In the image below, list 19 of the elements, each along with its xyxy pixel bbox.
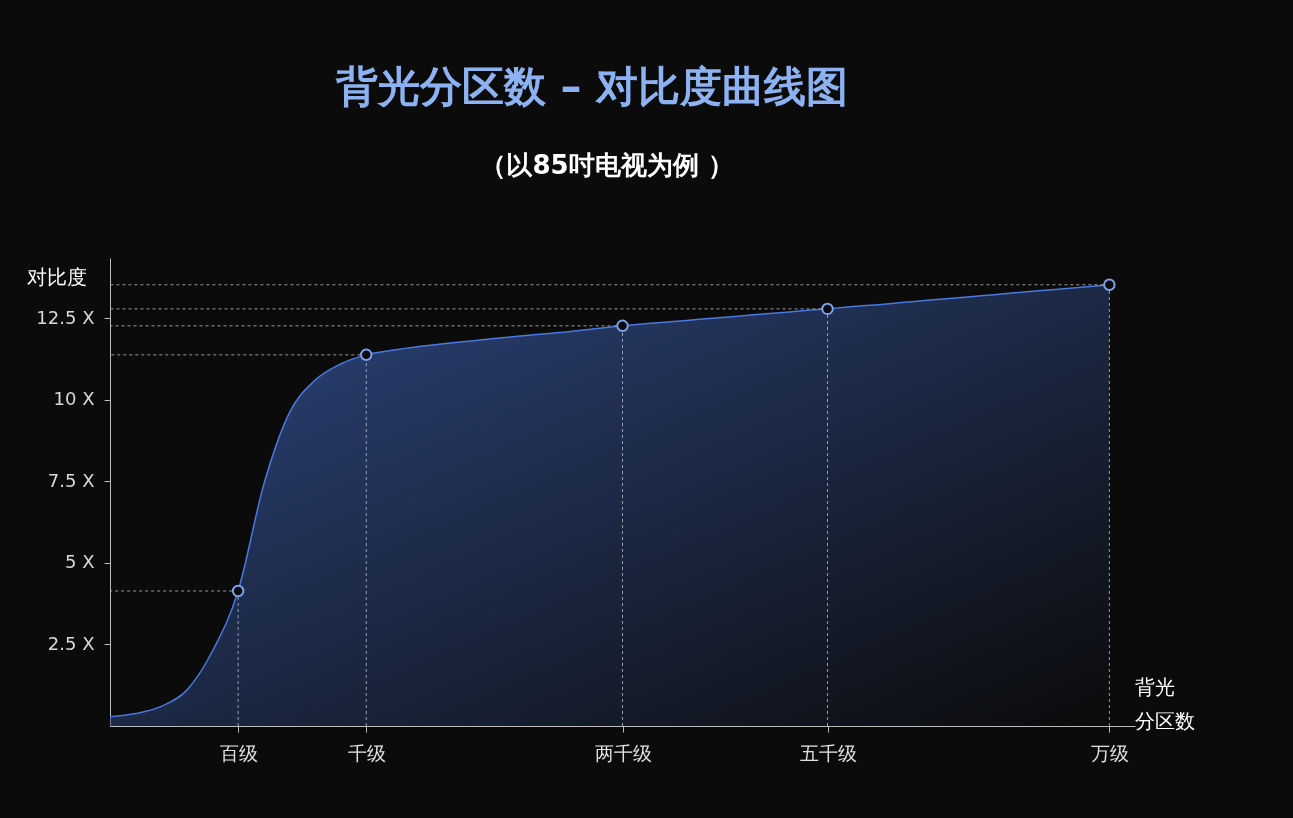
point <box>821 302 834 316</box>
y-tick-label: 10 X <box>53 388 95 410</box>
y-tick-label: 12.5 X <box>36 306 95 328</box>
x-tick-label: 五千级 <box>799 741 857 764</box>
point <box>360 348 373 362</box>
y-tick-label: 2.5 X <box>47 632 95 654</box>
point <box>616 319 629 333</box>
chart-title: 背光分区数 – 对比度曲线图 <box>334 62 849 111</box>
x-tick-label: 两千级 <box>594 741 652 764</box>
x-axis-title: 背光分区数 <box>1135 675 1195 733</box>
chart-subtitle: （以85吋电视为例 ） <box>480 150 734 180</box>
x-tick-label: 千级 <box>347 741 386 764</box>
point <box>1103 278 1116 291</box>
y-axis-title: 对比度 <box>27 265 87 289</box>
x-tick-label: 万级 <box>1090 741 1129 764</box>
y-tick-label: 5 X <box>64 551 95 573</box>
y-tick-label: 7.5 X <box>47 469 95 491</box>
point <box>231 584 245 598</box>
x-tick-label: 百级 <box>219 741 258 764</box>
